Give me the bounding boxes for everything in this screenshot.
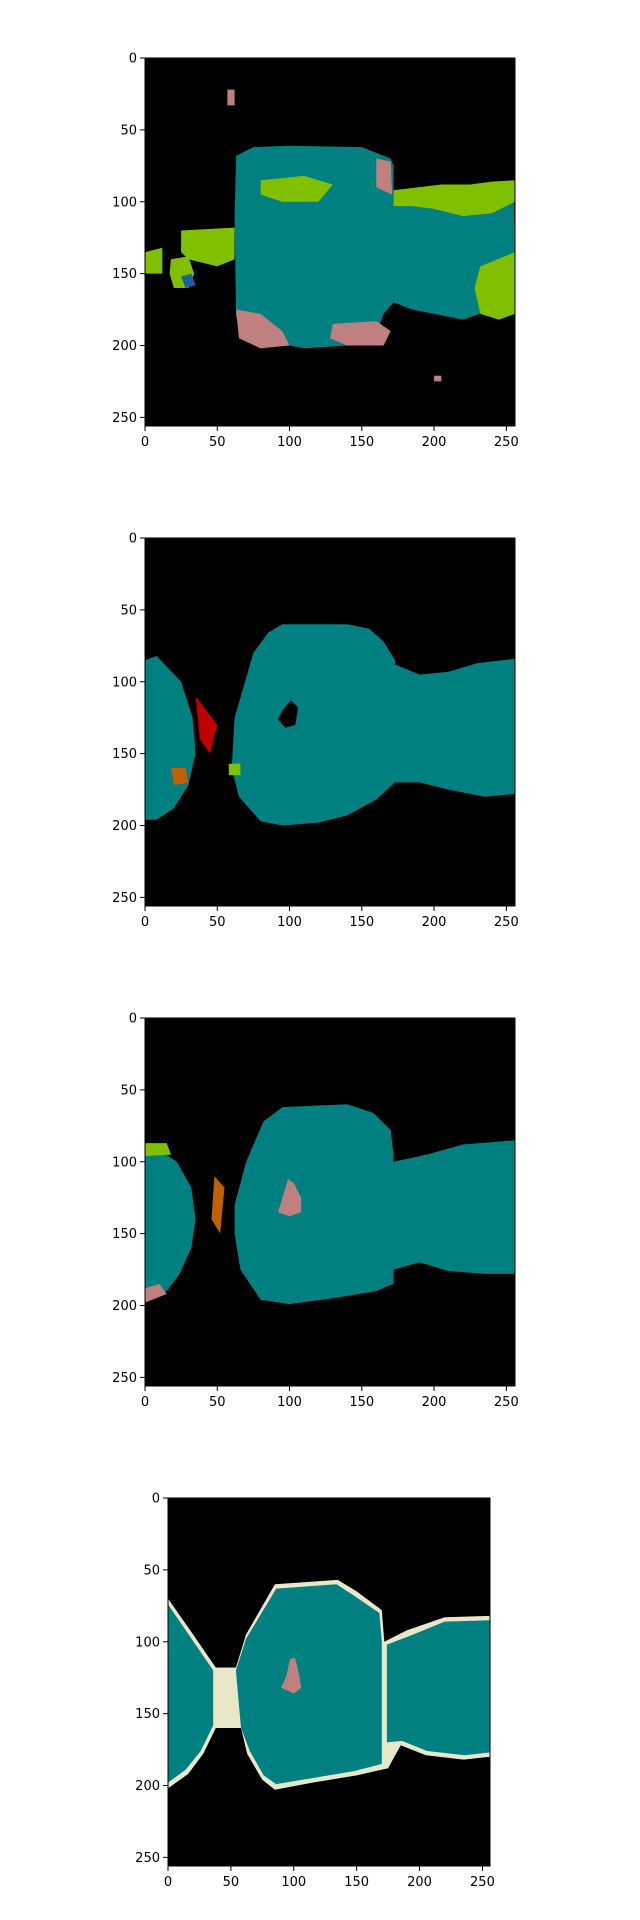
x-tick-label: 0 xyxy=(164,1875,172,1890)
region-teal xyxy=(234,1104,394,1305)
region-blue xyxy=(181,273,196,288)
y-tick-label: 0 xyxy=(152,1492,160,1507)
y-tick-label: 250 xyxy=(112,411,137,426)
heatmap-panel-4: 0 50 100 150 200 250 0 50 100 150 200 250 xyxy=(135,1492,495,1891)
region-lime xyxy=(181,227,235,267)
x-tick-label: 0 xyxy=(141,1395,149,1410)
region-pink xyxy=(236,309,290,349)
axes-frame xyxy=(144,1017,516,1387)
x-tick-label: 50 xyxy=(209,435,226,450)
y-tick-label: 100 xyxy=(112,195,137,210)
region-lime xyxy=(228,763,241,776)
region-pink xyxy=(281,1657,302,1694)
region-teal xyxy=(386,1620,490,1756)
y-tick-label: 200 xyxy=(135,1779,160,1794)
x-tick-label: 250 xyxy=(494,1395,519,1410)
y-tick-label: 250 xyxy=(112,891,137,906)
x-tick-label: 200 xyxy=(422,915,447,930)
axes-frame xyxy=(144,537,516,907)
y-tick-label: 150 xyxy=(112,747,137,762)
y-tick-label: 150 xyxy=(112,267,137,282)
y-tick-label: 100 xyxy=(112,1155,137,1170)
y-tick-label: 250 xyxy=(112,1371,137,1386)
y-tick-label: 150 xyxy=(112,1227,137,1242)
x-tick-label: 250 xyxy=(470,1875,495,1890)
region-pink xyxy=(278,1179,302,1217)
region-pink xyxy=(227,89,235,106)
region-teal xyxy=(235,1584,382,1785)
y-tick-label: 200 xyxy=(112,1299,137,1314)
x-tick-label: 50 xyxy=(209,915,226,930)
region-lime xyxy=(474,252,515,320)
region-lime xyxy=(393,180,515,217)
x-tick-label: 100 xyxy=(281,1875,306,1890)
region-black xyxy=(278,700,299,728)
y-tick-label: 250 xyxy=(135,1851,160,1866)
x-tick-label: 150 xyxy=(344,1875,369,1890)
x-tick-label: 150 xyxy=(349,1395,374,1410)
y-tick-label: 50 xyxy=(120,123,137,138)
region-teal xyxy=(231,624,395,826)
x-tick-label: 200 xyxy=(422,1395,447,1410)
region-orange xyxy=(211,1176,225,1234)
x-tick-label: 50 xyxy=(209,1395,226,1410)
region-lime xyxy=(145,1143,171,1156)
y-tick-label: 0 xyxy=(129,52,137,67)
x-tick-label: 200 xyxy=(407,1875,432,1890)
x-tick-label: 100 xyxy=(277,915,302,930)
y-tick-label: 100 xyxy=(135,1635,160,1650)
y-tick-label: 50 xyxy=(120,1083,137,1098)
y-tick-label: 0 xyxy=(129,532,137,547)
region-teal xyxy=(145,1150,196,1299)
x-tick-label: 200 xyxy=(422,435,447,450)
region-red xyxy=(195,696,218,754)
axes-frame xyxy=(167,1497,491,1867)
region-lime xyxy=(145,247,163,274)
x-tick-label: 250 xyxy=(494,915,519,930)
x-tick-label: 150 xyxy=(349,435,374,450)
y-tick-label: 200 xyxy=(112,339,137,354)
heatmap-panel-2: 0 50 100 150 200 250 0 50 100 150 200 250 xyxy=(112,532,519,931)
x-tick-label: 100 xyxy=(277,435,302,450)
y-tick-label: 150 xyxy=(135,1707,160,1722)
y-tick-label: 200 xyxy=(112,819,137,834)
x-tick-label: 0 xyxy=(141,915,149,930)
x-tick-label: 100 xyxy=(277,1395,302,1410)
region-teal xyxy=(168,1604,214,1783)
heatmap-panel-1: 0 50 100 150 200 250 0 50 100 150 200 250 xyxy=(112,52,519,451)
region-lime xyxy=(260,175,333,202)
y-tick-label: 0 xyxy=(129,1012,137,1027)
y-tick-label: 50 xyxy=(120,603,137,618)
y-tick-label: 100 xyxy=(112,675,137,690)
heatmap-panel-3: 0 50 100 150 200 250 0 50 100 150 200 250 xyxy=(112,1012,519,1411)
region-teal xyxy=(393,1140,515,1274)
region-pink xyxy=(376,158,393,195)
region-cream xyxy=(213,1667,236,1726)
axes-frame xyxy=(144,57,516,427)
region-pink xyxy=(434,375,442,382)
region-teal xyxy=(395,658,515,797)
region-pink xyxy=(145,1283,167,1303)
x-tick-label: 150 xyxy=(349,915,374,930)
x-tick-label: 0 xyxy=(141,435,149,450)
region-orange xyxy=(171,768,189,786)
x-tick-label: 50 xyxy=(223,1875,240,1890)
x-tick-label: 250 xyxy=(494,435,519,450)
y-tick-label: 50 xyxy=(143,1563,160,1578)
region-pink xyxy=(330,321,391,346)
